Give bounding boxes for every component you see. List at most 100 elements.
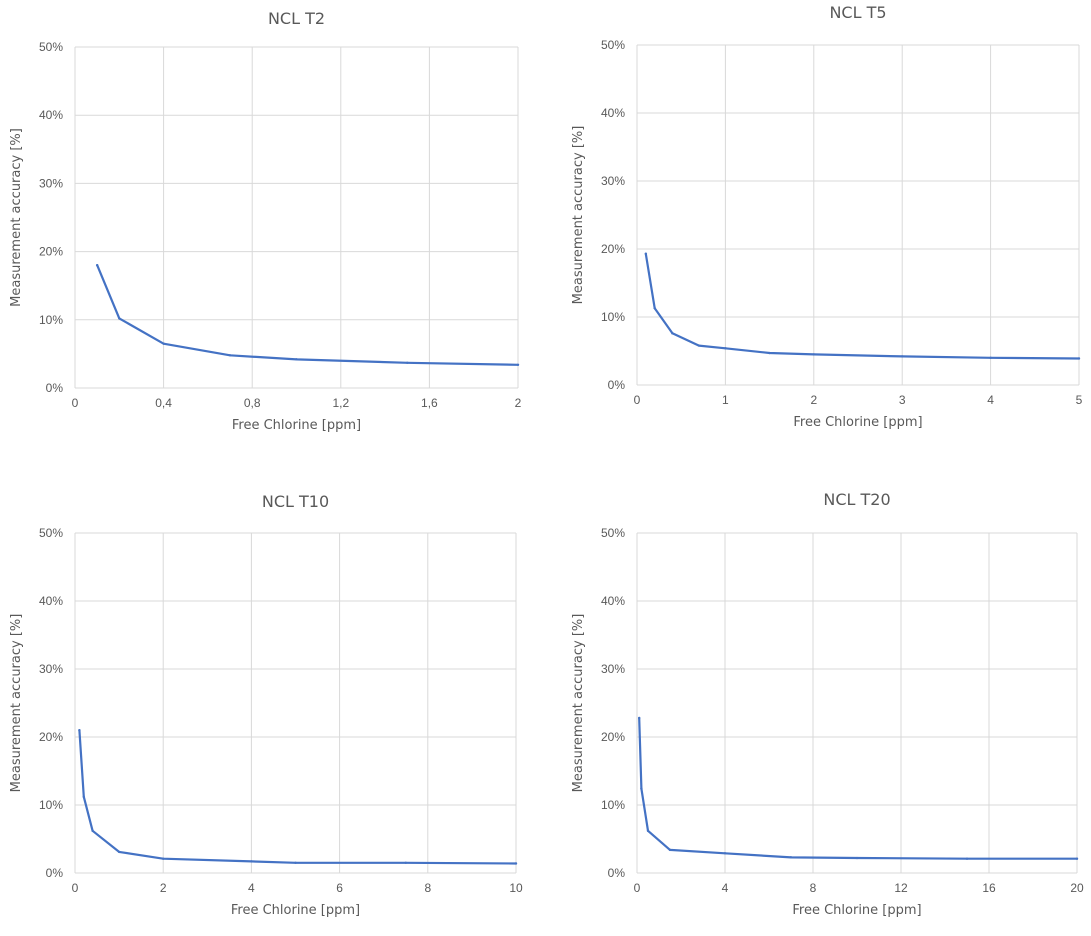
chart-panel-4: 0% 10% 20% 30% 40% 50% 0 4 8 12 16 20 NCL T20 Free Ch…: [571, 490, 1084, 918]
y-tick-label: 10%: [601, 798, 625, 812]
data-point: [82, 795, 86, 799]
data-point: [91, 829, 94, 833]
data-point: [697, 344, 701, 347]
data-point: [95, 264, 99, 267]
data-point: [989, 356, 992, 359]
y-tick-label: 50%: [39, 40, 63, 54]
data-point: [406, 361, 409, 364]
data-point: [404, 861, 407, 864]
x-axis-title: Free Chlorine [ppm]: [231, 903, 360, 918]
x-tick-label: 10: [509, 881, 523, 895]
y-tick-label: 30%: [39, 662, 63, 676]
data-point: [295, 358, 298, 361]
data-point: [901, 355, 904, 358]
x-tick-label: 4: [722, 881, 729, 895]
series-line: [96, 264, 520, 366]
x-tick-label: 8: [810, 881, 817, 895]
series-line: [638, 716, 1079, 860]
x-tick-label: 12: [894, 881, 908, 895]
series-line: [644, 252, 1081, 360]
x-tick-label: 0: [634, 881, 641, 895]
data-point: [646, 829, 650, 833]
y-axis-title: Measurement accuracy [%]: [571, 126, 586, 305]
y-tick-label: 0%: [608, 866, 626, 880]
x-tick-label: 0: [72, 396, 79, 410]
x-tick-label: 6: [336, 881, 343, 895]
y-tick-label: 30%: [601, 662, 625, 676]
x-axis-title: Free Chlorine [ppm]: [793, 415, 922, 430]
data-point: [162, 342, 165, 345]
y-axis-title: Measurement accuracy [%]: [9, 614, 24, 793]
x-tick-label: 8: [424, 881, 431, 895]
chart-title: NCL T10: [262, 492, 329, 511]
x-tick-label: 1,6: [421, 396, 438, 410]
data-point: [162, 857, 165, 860]
y-tick-label: 0%: [46, 866, 64, 880]
data-point: [653, 306, 656, 310]
data-point: [789, 856, 793, 859]
y-tick-label: 10%: [39, 798, 63, 812]
x-tick-label: 1: [722, 393, 729, 407]
data-point: [812, 353, 815, 356]
chart-panel-1: 0% 10% 20% 30% 40% 50% 0 0,4 0,8 1,2 1,6 2 NCL T2 Fre…: [9, 9, 522, 433]
data-point: [723, 852, 727, 855]
x-tick-label: 1,2: [332, 396, 349, 410]
data-point: [671, 332, 674, 335]
data-point: [117, 850, 121, 854]
chart-title: NCL T20: [823, 490, 890, 509]
data-point: [965, 857, 969, 860]
data-point: [516, 363, 520, 367]
y-tick-label: 40%: [601, 594, 625, 608]
data-point: [228, 354, 232, 357]
data-point: [768, 351, 771, 355]
x-tick-label: 16: [982, 881, 996, 895]
data-point: [724, 347, 727, 350]
y-tick-label: 30%: [601, 174, 625, 188]
data-point: [640, 787, 643, 790]
x-tick-label: 0: [634, 393, 641, 407]
y-tick-label: 0%: [608, 378, 626, 392]
y-tick-label: 50%: [39, 526, 63, 540]
data-point: [118, 317, 121, 320]
data-point: [78, 729, 81, 732]
data-point: [644, 252, 648, 255]
data-point: [638, 716, 641, 720]
y-tick-label: 10%: [601, 310, 625, 324]
y-tick-label: 50%: [601, 526, 625, 540]
y-axis-title: Measurement accuracy [%]: [9, 128, 24, 307]
y-tick-label: 20%: [601, 730, 625, 744]
y-tick-label: 40%: [601, 106, 625, 120]
y-tick-label: 20%: [601, 242, 625, 256]
data-point: [1077, 357, 1081, 360]
data-point: [668, 848, 672, 852]
y-axis-title: Measurement accuracy [%]: [571, 614, 586, 793]
x-tick-label: 4: [248, 881, 255, 895]
x-tick-label: 3: [899, 393, 906, 407]
x-tick-label: 0: [72, 881, 79, 895]
y-tick-label: 30%: [39, 176, 63, 190]
x-tick-label: 0,8: [244, 396, 261, 410]
x-tick-label: 5: [1076, 393, 1083, 407]
data-point: [1075, 857, 1079, 860]
y-tick-label: 10%: [39, 313, 63, 327]
y-tick-label: 20%: [39, 245, 63, 259]
y-tick-label: 50%: [601, 38, 625, 52]
y-tick-label: 40%: [39, 108, 63, 122]
y-tick-label: 20%: [39, 730, 63, 744]
x-axis-title: Free Chlorine [ppm]: [792, 903, 921, 918]
x-axis-title: Free Chlorine [ppm]: [232, 418, 361, 433]
data-point: [294, 861, 297, 864]
data-point: [250, 860, 253, 863]
x-tick-label: 2: [515, 396, 522, 410]
y-tick-label: 40%: [39, 594, 63, 608]
chart-title: NCL T5: [829, 3, 886, 22]
x-tick-label: 2: [810, 393, 817, 407]
x-tick-label: 2: [160, 881, 167, 895]
x-tick-label: 4: [987, 393, 994, 407]
chart-title: NCL T2: [268, 9, 325, 28]
series-line: [78, 729, 518, 865]
chart-panel-3: 0% 10% 20% 30% 40% 50% 0 2 4 6 8 10 NCL T10 Free Chlo…: [9, 492, 523, 918]
x-tick-label: 20: [1070, 881, 1084, 895]
y-tick-label: 0%: [46, 381, 64, 395]
